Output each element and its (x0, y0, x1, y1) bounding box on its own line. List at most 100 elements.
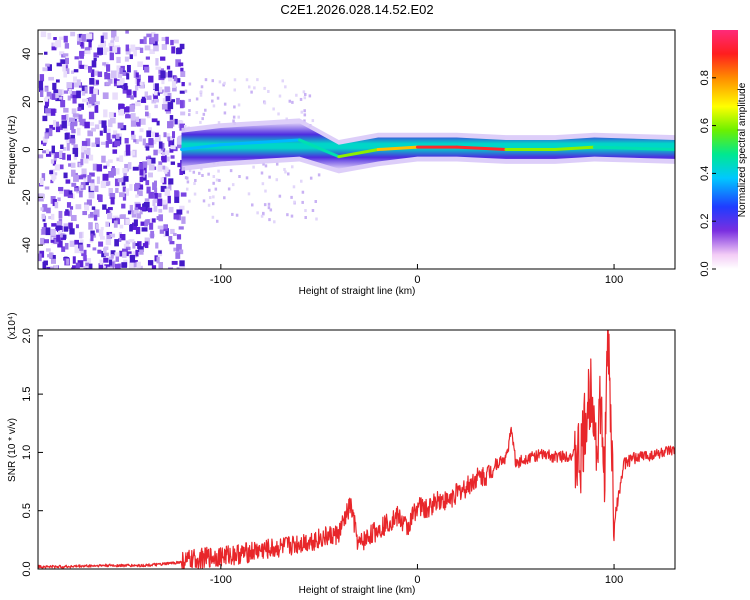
spectrogram-cell (201, 117, 204, 121)
spectrogram-cell (156, 216, 160, 220)
spectrogram-cell (58, 36, 65, 40)
spectrogram-cell (129, 223, 133, 232)
spectrogram-cell (233, 88, 236, 92)
spectrogram-cell (170, 99, 176, 103)
spectrogram-cell (69, 138, 76, 144)
spectrogram-cell (173, 76, 178, 84)
spectrogram-cell (153, 94, 158, 102)
spectrogram-cell (277, 112, 280, 116)
spectrogram-cell (129, 184, 133, 191)
spectrogram-cell (46, 266, 53, 269)
spectrogram-cell (179, 260, 185, 267)
spectrogram-cell (133, 70, 138, 78)
spectrogram-cell (129, 54, 133, 60)
spectrogram-cell (116, 157, 122, 162)
spectrogram-cell (82, 171, 87, 177)
spectrogram-cell (78, 268, 84, 269)
spectrogram-cell (273, 220, 276, 224)
spectrogram-cell (78, 60, 83, 69)
spectrogram-cell (119, 214, 125, 220)
spectrogram-cell (130, 44, 136, 52)
spectrogram-cell (232, 119, 235, 123)
spectrogram-cell (67, 193, 73, 199)
spectrogram-cell (139, 184, 143, 189)
spectrogram-cell (123, 176, 129, 182)
spectrogram-cell (81, 34, 86, 42)
spectrogram-cell (116, 136, 122, 145)
spectrogram-cell (92, 247, 97, 251)
spectrogram-cell (54, 164, 60, 171)
spectrogram-cell (301, 190, 305, 194)
spectrogram-cell (252, 165, 255, 169)
spectrogram-cell (176, 234, 182, 240)
spectrogram-cell (104, 72, 111, 80)
spectrogram-cell (158, 214, 163, 222)
spectrogram-cell (78, 186, 84, 193)
spectrogram-cell (167, 121, 174, 129)
spectrogram-cell (100, 180, 107, 189)
spectrogram-cell (264, 189, 267, 193)
spectrogram-cell (48, 76, 54, 81)
spectrogram-cell (121, 262, 128, 268)
spectrogram-cell (223, 102, 227, 106)
spectrogram-cell (113, 36, 117, 41)
spectrogram-cell (149, 218, 154, 226)
spectrogram-cell (127, 162, 132, 170)
spectrogram-cell (145, 156, 152, 161)
spectrogram-cell (136, 261, 141, 269)
spectrogram-cell (96, 176, 100, 184)
spectrogram-cell (58, 210, 63, 219)
spectrogram-cell (119, 155, 124, 162)
spectrogram-cell (52, 160, 57, 166)
spectrogram-cell (309, 176, 313, 180)
spectrogram-cell (88, 40, 92, 48)
spectrogram-cell (88, 222, 93, 230)
spectrogram-cell (153, 33, 159, 42)
spectrogram-cell (214, 187, 218, 191)
spectrogram-cell (86, 243, 91, 248)
spectrogram-cell (38, 253, 42, 262)
spectrogram-cell (164, 150, 170, 156)
snr-xtick-label: -100 (210, 574, 232, 586)
spectrogram-cell (151, 118, 158, 123)
spectrogram-cell (158, 86, 163, 93)
spectrogram-cell (140, 118, 146, 125)
spectrogram-ridge (337, 148, 380, 159)
spectrogram-cell (139, 47, 144, 54)
spectrogram-cell (56, 62, 62, 67)
spectrogram-cell (61, 120, 67, 129)
spectrogram-cell (66, 202, 72, 208)
spectrogram-cell (70, 31, 76, 37)
spectrogram-cell (103, 109, 108, 118)
spectrogram-ridge (219, 140, 262, 147)
spectrogram-cell (139, 168, 144, 176)
spectrogram-cell (179, 120, 184, 126)
spectrogram-cell (81, 146, 87, 153)
spectrogram-cell (42, 140, 47, 146)
spectrogram-cell (139, 249, 144, 255)
spectrogram-cell (62, 234, 67, 239)
spectrogram-cell (89, 211, 94, 217)
spectrogram-cell (61, 246, 66, 252)
spectrogram-cell (101, 250, 106, 258)
spectrogram-cell (151, 265, 157, 269)
spectrogram-cell (200, 85, 204, 89)
spectrogram-cell (110, 254, 114, 259)
spectrogram-cell (146, 33, 152, 38)
spectrogram-cell (90, 69, 95, 78)
spectrogram-cell (129, 91, 135, 95)
spectrogram-cell (84, 86, 88, 94)
spectrogram-cell (125, 251, 132, 257)
colorbar-tick-label: 0.4 (699, 166, 711, 181)
spectrogram-cell (91, 127, 96, 132)
spectrogram-cell (303, 119, 306, 123)
spectrogram-cell (59, 150, 63, 159)
spectrogram-cell (50, 159, 55, 164)
spectrogram-cell (311, 119, 315, 123)
spectrogram-cell (50, 257, 56, 264)
spectrogram-cell (60, 59, 66, 64)
spectrogram-cell (291, 100, 294, 104)
spectrogram-cell (168, 140, 173, 147)
colorbar-gradient (712, 30, 738, 269)
spectrogram-cell (165, 96, 171, 102)
